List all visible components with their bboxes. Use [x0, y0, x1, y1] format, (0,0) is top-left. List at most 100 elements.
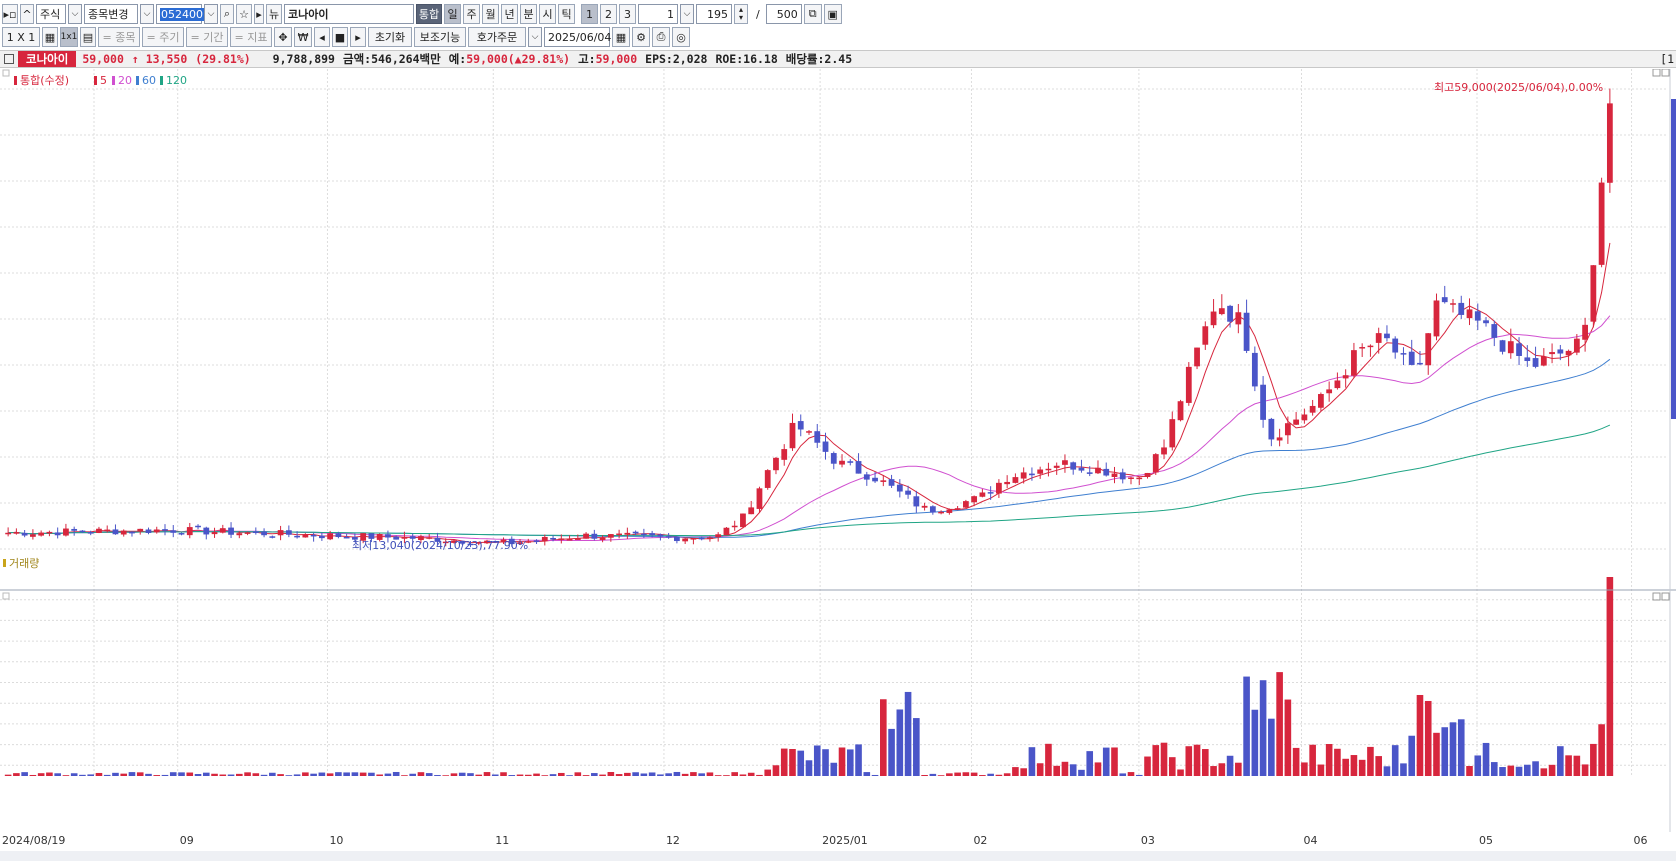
up-arrow-button[interactable]: ^	[20, 4, 34, 24]
max-count-input[interactable]: 500	[765, 4, 802, 24]
volume-bar	[1606, 577, 1614, 776]
volume-bar	[1119, 773, 1127, 776]
chevron-down-icon[interactable]: ⌵	[528, 27, 542, 47]
period-tick-tab[interactable]: 틱	[558, 4, 575, 24]
volume-bar	[178, 772, 185, 776]
candle-body	[731, 525, 738, 528]
order-book-button[interactable]: 호가주문	[468, 27, 526, 47]
stock-chart[interactable]: 통합(수정) 5 20 60 120 최고59,000(2025/06/04),…	[0, 69, 1676, 832]
reset-button[interactable]: 초기화	[368, 27, 412, 47]
ma60-line	[8, 358, 1611, 538]
filter-symbol-button[interactable]: = 종목	[98, 27, 140, 47]
candle-body	[913, 496, 920, 507]
volume-bar	[558, 772, 565, 776]
volume-bar	[987, 773, 994, 776]
volume-bar	[202, 772, 210, 776]
print-icon[interactable]: ⎙	[652, 27, 670, 47]
candle-body	[1202, 326, 1209, 345]
play-icon[interactable]: ▸	[350, 27, 366, 47]
prev-icon[interactable]: ◂	[314, 27, 330, 47]
legend-ma60: 60	[142, 74, 156, 87]
settings-icon[interactable]: ⚙	[632, 27, 650, 47]
count-input[interactable]: 195	[696, 4, 732, 24]
ma5-line	[8, 242, 1611, 544]
symbol-change-select[interactable]: 종목변경	[84, 4, 138, 24]
volume-bar	[1012, 767, 1019, 776]
news-icon[interactable]: 뉴	[266, 4, 282, 24]
volume-bar	[789, 749, 796, 776]
spinner-icon[interactable]: ▴ ▾	[734, 4, 748, 24]
legend-marker	[14, 76, 17, 85]
add-window-icon[interactable]: ⧉	[803, 4, 822, 24]
star-icon[interactable]: ☆	[236, 4, 252, 24]
scrollbar-thumb[interactable]	[1671, 99, 1676, 419]
candle-body	[1185, 366, 1192, 403]
panel-toggle-button[interactable]: ▸▫	[2, 4, 18, 24]
pane-menu-icon[interactable]	[2, 592, 10, 600]
pane-close-icon[interactable]	[1661, 592, 1670, 601]
select-checkbox[interactable]	[4, 54, 14, 64]
volume-bar	[913, 718, 920, 776]
date-input[interactable]: 2025/06/04	[544, 27, 611, 47]
layout-1x1-button[interactable]: 1x1	[60, 27, 78, 47]
calendar-icon[interactable]: ▦	[612, 27, 630, 47]
integrated-button[interactable]: 통합	[416, 4, 442, 24]
x-tick-label: 04	[1303, 834, 1318, 847]
candle-body	[318, 535, 325, 539]
preset-3-button[interactable]: 3	[619, 4, 636, 24]
period-year-tab[interactable]: 년	[501, 4, 518, 24]
candle-body	[1227, 305, 1233, 322]
move-icon[interactable]: ✥	[274, 27, 292, 47]
up-arrow-icon: ↑	[131, 52, 146, 66]
stock-code-input[interactable]: 052400	[156, 4, 204, 24]
candle-body	[599, 537, 606, 540]
filter-indicator-button[interactable]: = 지표	[230, 27, 272, 47]
filter-range-button[interactable]: = 기간	[186, 27, 228, 47]
won-icon[interactable]: ₩	[294, 27, 312, 47]
candle-body	[814, 431, 821, 443]
period-month-tab[interactable]: 월	[482, 4, 499, 24]
pane-menu-icon[interactable]	[2, 69, 10, 77]
candle-body	[1169, 419, 1176, 448]
chevron-down-icon[interactable]: ⌵	[68, 4, 82, 24]
grid-icon[interactable]: ▦	[42, 27, 58, 47]
preset-2-button[interactable]: 2	[600, 4, 617, 24]
search-icon[interactable]: ⌕	[220, 4, 234, 24]
period-hour-tab[interactable]: 시	[539, 4, 556, 24]
volume-bar	[591, 773, 598, 776]
candle-body	[773, 457, 779, 471]
pane-controls	[2, 69, 1670, 601]
preset-1-button[interactable]: 1	[581, 4, 598, 24]
volume-bar	[434, 775, 441, 776]
volume-bar	[1449, 722, 1457, 776]
table-icon[interactable]: ▤	[80, 27, 96, 47]
volume-bar	[376, 774, 383, 776]
candle-body	[764, 470, 771, 488]
aux-functions-button[interactable]: 보조기능	[414, 27, 466, 47]
legend-ma20: 20	[118, 74, 132, 87]
save-icon[interactable]: ▣	[823, 4, 842, 24]
chevron-down-icon[interactable]: ⌵	[140, 4, 154, 24]
period-day-tab[interactable]: 일	[444, 4, 461, 24]
volume-bar	[1358, 759, 1366, 776]
candle-body	[872, 477, 878, 482]
capture-icon[interactable]: ◎	[672, 27, 690, 47]
pane-minimize-icon[interactable]	[1652, 592, 1661, 601]
period-minute-tab[interactable]: 분	[520, 4, 537, 24]
period-week-tab[interactable]: 주	[463, 4, 480, 24]
pane-minimize-icon[interactable]	[1652, 69, 1661, 77]
market-type-select[interactable]: 주식	[36, 4, 66, 24]
volume-bar	[1268, 718, 1275, 776]
bottom-scrollbar[interactable]	[0, 851, 1676, 861]
stop-icon[interactable]: ■	[332, 27, 348, 47]
layout-select[interactable]: 1 X 1	[2, 27, 40, 47]
candle-body	[1516, 343, 1522, 356]
x-tick-label: 2024/08/19	[2, 834, 66, 847]
pane-close-icon[interactable]	[1661, 69, 1670, 77]
candle-body	[1086, 472, 1093, 474]
next-arrow-icon[interactable]: ▸	[254, 4, 264, 24]
chevron-down-icon[interactable]: ⌵	[204, 4, 218, 24]
period-value-input[interactable]: 1	[638, 4, 678, 24]
filter-period-button[interactable]: = 주기	[142, 27, 184, 47]
chevron-down-icon[interactable]: ⌵	[680, 4, 694, 24]
